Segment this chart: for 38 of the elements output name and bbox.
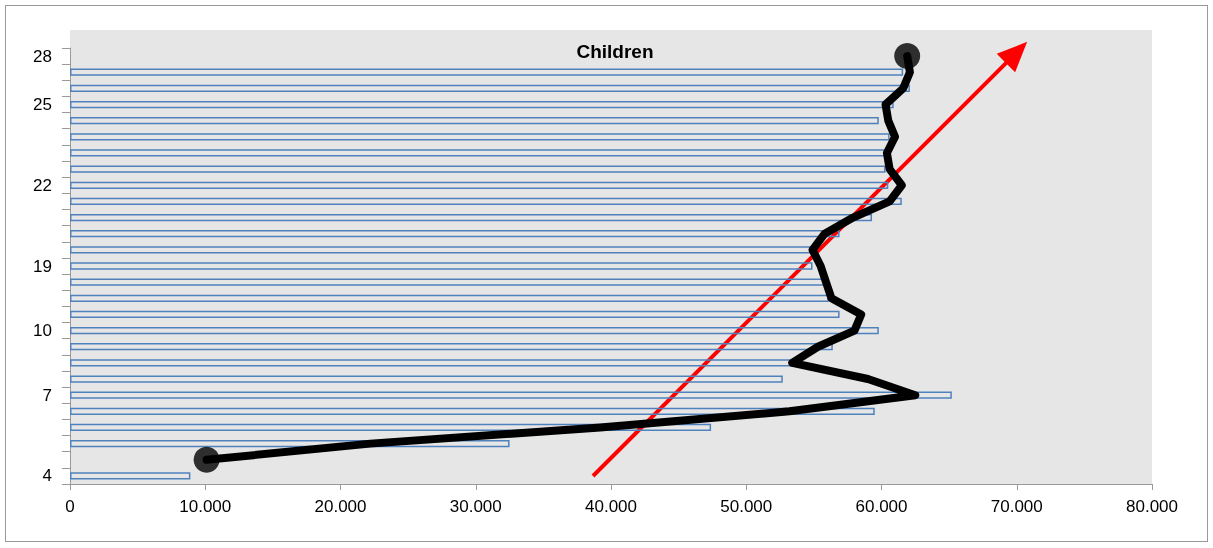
bar <box>70 133 890 141</box>
bar <box>70 181 889 189</box>
bar <box>70 246 812 254</box>
text: Children <box>576 41 654 62</box>
bar <box>70 343 833 351</box>
y-tick-label: 10 <box>33 321 52 341</box>
bar <box>70 262 813 270</box>
x-tick-label: 40.000 <box>585 497 637 516</box>
y-tick-label: 19 <box>33 256 52 276</box>
y-tick-label: 4 <box>42 466 52 486</box>
bar <box>70 310 840 319</box>
y-tick-label: 7 <box>42 385 52 405</box>
bar <box>70 375 783 383</box>
bar <box>70 84 910 92</box>
bar <box>70 100 894 109</box>
y-tick-label: 22 <box>33 175 52 195</box>
y-tick-label: 28 <box>33 46 52 66</box>
x-tick-label: 0 <box>65 497 75 516</box>
x-tick-label: 60.000 <box>855 497 908 516</box>
x-tick-label: 70.000 <box>990 497 1043 516</box>
bar <box>70 117 879 125</box>
bar <box>70 68 904 76</box>
x-tick-label: 20.000 <box>314 497 367 516</box>
bar <box>70 197 902 206</box>
y-tick-label: 25 <box>33 95 52 115</box>
bar <box>70 165 886 173</box>
x-tick-label: 10.000 <box>179 497 232 516</box>
bar <box>70 294 829 302</box>
bar <box>70 359 794 367</box>
bar <box>70 391 952 399</box>
bar <box>70 407 875 415</box>
x-tick-label: 30.000 <box>449 497 502 516</box>
x-tick-label: 50.000 <box>720 497 773 516</box>
bar <box>70 326 879 335</box>
bar <box>70 472 191 480</box>
bar <box>70 230 840 238</box>
bar <box>70 213 873 222</box>
x-tick-label: 80.000 <box>1126 497 1178 516</box>
